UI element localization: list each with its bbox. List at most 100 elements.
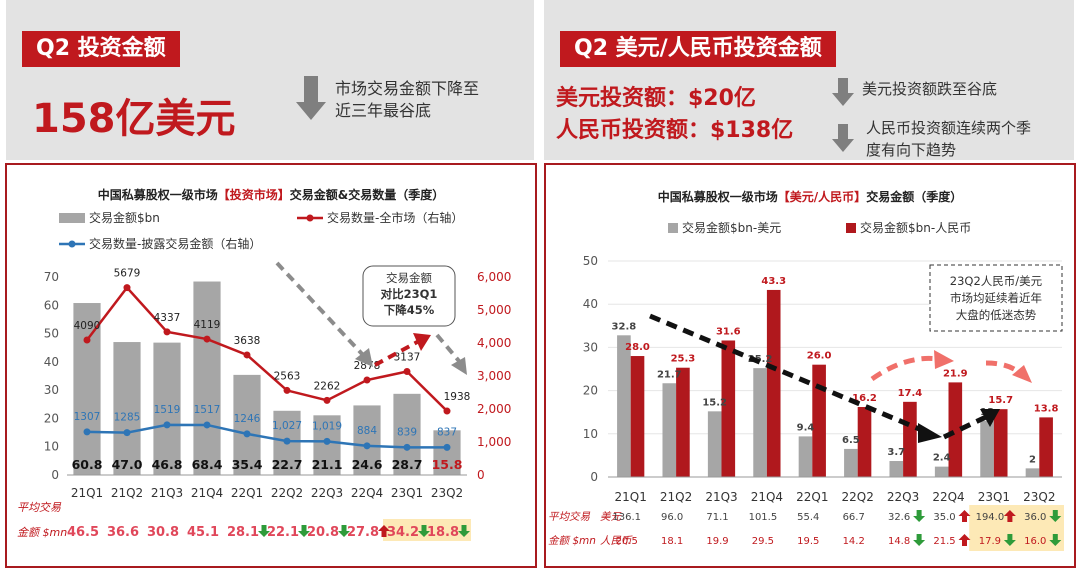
- legend-swatch-bar: [59, 213, 85, 223]
- down-arrow-icon: [1049, 534, 1062, 546]
- trend-arrow-icon: [870, 355, 939, 382]
- x-tick-label: 22Q3: [887, 490, 919, 504]
- avg-usd-value: 136.1: [612, 512, 641, 523]
- y-tick-label: 30: [44, 383, 59, 397]
- x-tick-label: 22Q4: [351, 486, 383, 500]
- data-point: [283, 437, 291, 445]
- avg-rmb-value: 17.9: [979, 536, 1001, 547]
- x-tick-label: 22Q2: [271, 486, 303, 500]
- bar: [766, 289, 781, 477]
- avg-usd-value: 35.0: [933, 512, 955, 523]
- bar: [993, 409, 1008, 477]
- data-point: [203, 335, 211, 343]
- x-tick-label: 23Q2: [431, 486, 463, 500]
- avg-value: 36.6: [107, 525, 139, 540]
- bar: [393, 393, 421, 475]
- trend-arrow-head-icon: [1012, 365, 1032, 383]
- y-tick-label: 60: [44, 298, 59, 312]
- data-point: [163, 328, 171, 336]
- bar: [903, 401, 917, 477]
- avg-value: 46.5: [67, 525, 99, 540]
- bar: [934, 466, 949, 477]
- bar: [617, 335, 631, 477]
- line-value-label: 4090: [74, 320, 101, 332]
- x-tick-label: 21Q1: [71, 486, 103, 500]
- line-value-label: 839: [397, 426, 417, 438]
- trend-arrow-head-icon: [918, 423, 942, 443]
- trend-arrow-head-icon: [934, 350, 954, 369]
- bar: [630, 356, 645, 477]
- avg-value: 20.8: [307, 525, 339, 540]
- usd-rmb-chart: 中国私募股权一级市场【美元/人民币】交易金额（季度） 交易金额$bn-美元 交易…: [548, 189, 1064, 551]
- bar-value-label: 22.7: [272, 457, 303, 472]
- y-tick-label: 50: [583, 254, 598, 268]
- y2-tick-label: 3,000: [477, 369, 511, 383]
- x-tick-label: 22Q4: [932, 490, 964, 504]
- bar: [662, 383, 677, 477]
- bar-value-label: 32.8: [612, 321, 637, 332]
- chart-title: 中国私募股权一级市场【美元/人民币】交易金额（季度）: [658, 189, 962, 204]
- data-point: [323, 396, 331, 404]
- bar: [980, 420, 994, 477]
- investment-market-chart: 中国私募股权一级市场【投资市场】交易金额&交易数量（季度） 交易金额$bn 交易…: [17, 187, 511, 541]
- left-note: 市场交易金额下降至 近三年最谷底: [335, 79, 480, 120]
- avg-row-currency: 美元: [600, 511, 622, 523]
- avg-row-currency: 人民币: [600, 535, 633, 547]
- annotation-line: 交易金额: [386, 271, 432, 285]
- x-tick-label: 23Q1: [978, 490, 1010, 504]
- bar-value-label: 31.6: [716, 326, 741, 337]
- left-header-panel: [6, 0, 534, 160]
- series-line: [86, 285, 448, 412]
- data-point: [243, 430, 251, 438]
- line-value-label: 3638: [234, 335, 261, 347]
- bar: [948, 382, 963, 477]
- trend-arrow-head-icon: [980, 409, 1000, 427]
- avg-rmb-value: 20.5: [616, 536, 638, 547]
- legend-swatch-marker: [68, 240, 76, 248]
- trend-arrow-head-icon: [451, 357, 467, 375]
- line-value-label: 4119: [194, 319, 221, 331]
- rmb-investment-amount: 人民币投资额：$138亿: [556, 118, 794, 143]
- y2-tick-label: 4,000: [477, 336, 511, 350]
- avg-usd-value: 66.7: [843, 512, 865, 523]
- up-arrow-icon: [958, 510, 971, 522]
- y2-tick-label: 2,000: [477, 402, 511, 416]
- bar: [889, 461, 904, 477]
- line-value-label: 1246: [234, 413, 261, 425]
- trend-arrow-icon: [942, 414, 988, 440]
- down-arrow-icon: [338, 525, 350, 537]
- bar-value-label: 21.9: [943, 368, 968, 379]
- trend-arrow-icon: [275, 261, 365, 357]
- bar-value-label: 21.7: [657, 369, 682, 380]
- data-point: [403, 443, 411, 451]
- bar-value-label: 2.4: [933, 453, 951, 464]
- bar-value-label: 24.6: [352, 457, 383, 472]
- bar-value-label: 35.4: [232, 457, 263, 472]
- bar-value-label: 15.7: [988, 395, 1013, 406]
- bar-value-label: 3.7: [887, 447, 905, 458]
- data-point: [323, 437, 331, 445]
- avg-rmb-value: 14.2: [843, 536, 865, 547]
- annotation-line: 下降45%: [384, 303, 435, 317]
- down-arrow-icon: [296, 76, 326, 120]
- annotation-line: 23Q2人民币/美元: [950, 274, 1043, 288]
- y2-tick-label: 0: [477, 468, 485, 482]
- usd-note: 美元投资额跌至谷底: [862, 80, 998, 98]
- legend-swatch-marker: [306, 214, 314, 222]
- up-arrow-icon: [1003, 510, 1016, 522]
- down-arrow-icon: [832, 124, 854, 152]
- highlight-box: [969, 505, 1064, 551]
- down-arrow-icon: [913, 534, 926, 546]
- data-point: [363, 376, 371, 384]
- bar: [707, 411, 722, 477]
- avg-row-label: 平均交易: [548, 511, 590, 523]
- x-tick-label: 22Q1: [796, 490, 828, 504]
- legend-label: 交易金额$bn-人民币: [860, 220, 971, 235]
- avg-rmb-value: 21.5: [933, 536, 955, 547]
- avg-usd-value: 55.4: [797, 512, 819, 523]
- right-panel-title: Q2 美元/人民币投资金额: [560, 31, 836, 67]
- line-value-label: 1,019: [312, 420, 342, 432]
- bar-value-label: 43.3: [761, 276, 786, 287]
- bar-value-label: 16.2: [852, 393, 877, 404]
- x-tick-label: 21Q4: [751, 490, 783, 504]
